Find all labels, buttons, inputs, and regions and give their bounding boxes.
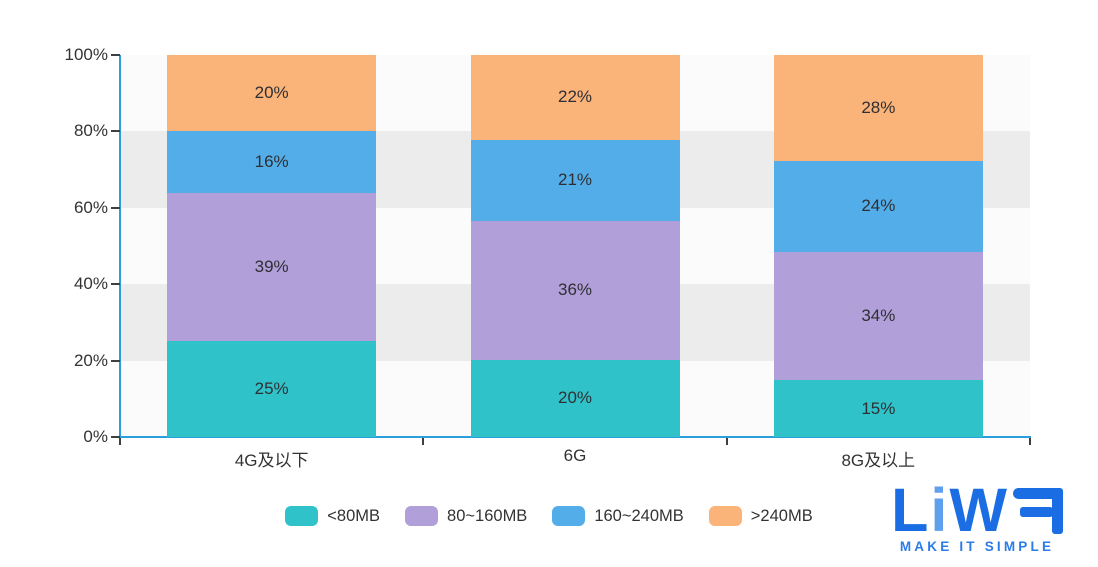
logo-letter-a bbox=[1012, 488, 1063, 534]
bar-segment: 22% bbox=[470, 55, 680, 140]
bar-segment: 28% bbox=[773, 55, 983, 161]
y-axis-line bbox=[119, 55, 121, 437]
x-axis-category-label: 8G及以上 bbox=[841, 451, 916, 470]
x-axis-tick bbox=[1029, 438, 1031, 445]
legend-swatch bbox=[552, 506, 586, 526]
bar-segment: 34% bbox=[773, 251, 983, 381]
y-axis-tick bbox=[111, 206, 120, 209]
y-axis-tick-label: 100% bbox=[64, 45, 108, 64]
legend-label: >240MB bbox=[750, 506, 813, 525]
bar-value-label: 24% bbox=[861, 196, 896, 216]
y-axis-tick-label: 80% bbox=[73, 121, 108, 141]
x-axis-tick bbox=[725, 438, 728, 445]
bar-segment: 20% bbox=[167, 55, 377, 132]
legend-swatch bbox=[405, 506, 439, 526]
logo-letter: L bbox=[891, 476, 931, 544]
bar-stack: 28% 24% 34% 15% bbox=[773, 55, 983, 437]
bar-stack: 22% 21% 36% 20% bbox=[470, 55, 680, 437]
x-axis-line bbox=[119, 436, 1031, 438]
legend-item: <80MB bbox=[285, 506, 380, 526]
y-axis-tick-label: 60% bbox=[73, 197, 108, 217]
legend-label: 160~240MB bbox=[594, 506, 684, 525]
y-axis-tick-label: 20% bbox=[73, 350, 108, 370]
bar-segment: 36% bbox=[470, 220, 680, 360]
x-axis-tick bbox=[119, 438, 121, 445]
bar-value-label: 39% bbox=[254, 256, 289, 276]
legend-label: <80MB bbox=[327, 506, 381, 525]
bar-value-label: 21% bbox=[557, 170, 593, 190]
logo-a-mid-bar bbox=[1019, 507, 1053, 517]
legend-item: >240MB bbox=[708, 506, 813, 526]
y-axis-tick-label: 0% bbox=[83, 427, 108, 446]
logo-a-right-leg bbox=[1051, 488, 1063, 534]
legend-swatch bbox=[708, 506, 742, 526]
x-axis-category-label: 6G bbox=[563, 446, 587, 465]
bar-segment: 39% bbox=[167, 192, 377, 342]
y-axis-tick bbox=[111, 130, 120, 133]
bar-segment: 25% bbox=[167, 341, 377, 437]
bar-value-label: 20% bbox=[254, 83, 289, 103]
bar-value-label: 22% bbox=[557, 87, 593, 107]
legend-swatch bbox=[285, 506, 319, 526]
y-axis-tick-label: 40% bbox=[73, 274, 108, 294]
bar-stack: 20% 16% 39% 25% bbox=[167, 55, 377, 437]
y-axis-tick bbox=[111, 359, 120, 362]
bar-value-label: 34% bbox=[861, 305, 896, 325]
bar-segment: 24% bbox=[773, 160, 983, 252]
y-axis-tick bbox=[111, 436, 120, 438]
bar-segment: 16% bbox=[167, 131, 377, 193]
logo-a-top-bar bbox=[1012, 488, 1063, 499]
bar-value-label: 20% bbox=[557, 388, 593, 408]
bar-value-label: 25% bbox=[254, 379, 289, 399]
logo-letter: W bbox=[949, 476, 1009, 544]
x-axis-tick bbox=[422, 438, 425, 445]
bar-value-label: 15% bbox=[861, 398, 896, 418]
legend-item: 80~160MB bbox=[405, 506, 527, 526]
bar-segment: 21% bbox=[470, 139, 680, 221]
legend-item: 160~240MB bbox=[552, 506, 684, 526]
bar-value-label: 36% bbox=[557, 280, 593, 300]
bar-segment: 20% bbox=[470, 359, 680, 437]
chart-legend: <80MB 80~160MB 160~240MB >240MB bbox=[0, 506, 1098, 526]
legend-label: 80~160MB bbox=[447, 506, 528, 525]
bar-value-label: 16% bbox=[254, 151, 289, 171]
y-axis-tick bbox=[111, 283, 120, 286]
y-axis-tick bbox=[111, 54, 120, 56]
bar-value-label: 28% bbox=[861, 97, 896, 117]
bar-segment: 15% bbox=[773, 380, 983, 437]
logo-tagline: MAKE IT SIMPLE bbox=[899, 539, 1055, 554]
logo-letter: i bbox=[930, 476, 950, 544]
x-axis-category-label: 4G及以下 bbox=[234, 451, 309, 470]
